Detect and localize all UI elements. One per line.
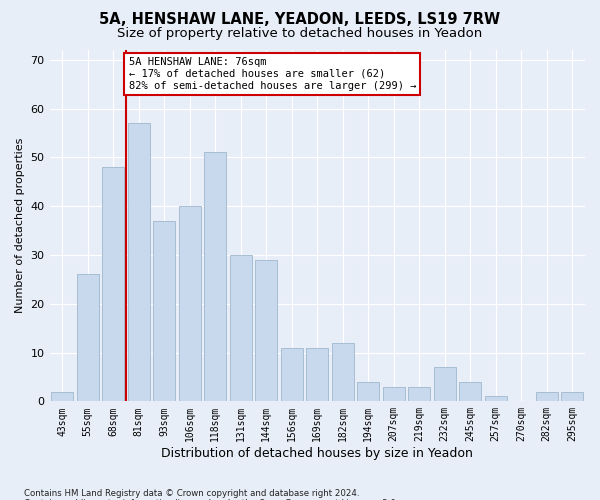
Bar (383, 386, 404, 402)
Bar (103, 167, 124, 402)
Bar (281, 348, 302, 402)
Bar (205, 152, 226, 402)
X-axis label: Distribution of detached houses by size in Yeadon: Distribution of detached houses by size … (161, 447, 473, 460)
Bar (332, 343, 353, 402)
Bar (562, 392, 583, 402)
Bar (485, 396, 506, 402)
Bar (77, 274, 98, 402)
Bar (179, 206, 200, 402)
Bar (307, 348, 328, 402)
Bar (52, 392, 73, 402)
Bar (434, 367, 455, 402)
Bar (409, 386, 430, 402)
Text: 5A, HENSHAW LANE, YEADON, LEEDS, LS19 7RW: 5A, HENSHAW LANE, YEADON, LEEDS, LS19 7R… (100, 12, 500, 28)
Text: Contains public sector information licensed under the Open Government Licence v3: Contains public sector information licen… (24, 498, 398, 500)
Bar (358, 382, 379, 402)
Bar (128, 123, 149, 402)
Y-axis label: Number of detached properties: Number of detached properties (15, 138, 25, 314)
Text: Contains HM Land Registry data © Crown copyright and database right 2024.: Contains HM Land Registry data © Crown c… (24, 488, 359, 498)
Text: 5A HENSHAW LANE: 76sqm
← 17% of detached houses are smaller (62)
82% of semi-det: 5A HENSHAW LANE: 76sqm ← 17% of detached… (128, 58, 416, 90)
Bar (256, 260, 277, 402)
Text: Size of property relative to detached houses in Yeadon: Size of property relative to detached ho… (118, 28, 482, 40)
Bar (536, 392, 557, 402)
Bar (154, 221, 175, 402)
Bar (460, 382, 481, 402)
Bar (230, 255, 251, 402)
